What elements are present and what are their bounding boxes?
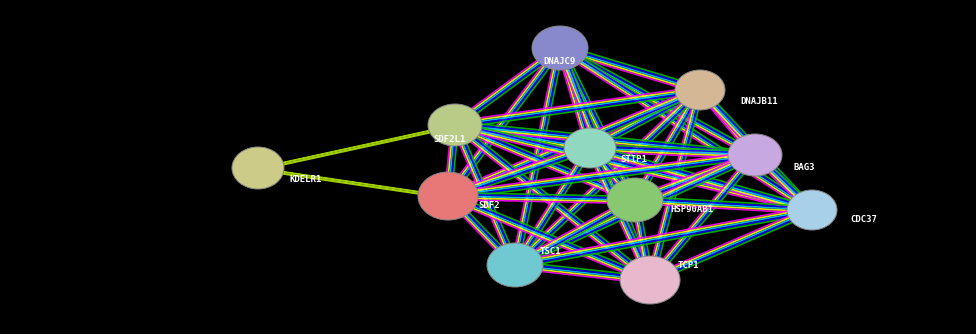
Ellipse shape xyxy=(607,178,663,222)
Ellipse shape xyxy=(428,104,482,146)
Text: DNAJB11: DNAJB11 xyxy=(740,98,778,107)
Text: SDF2L1: SDF2L1 xyxy=(434,135,467,144)
Ellipse shape xyxy=(620,256,680,304)
Ellipse shape xyxy=(728,134,782,176)
Ellipse shape xyxy=(532,26,588,70)
Text: KDELR1: KDELR1 xyxy=(290,175,322,184)
Text: CDC37: CDC37 xyxy=(850,215,876,224)
Ellipse shape xyxy=(564,128,616,168)
Text: DNAJC9: DNAJC9 xyxy=(544,57,576,66)
Ellipse shape xyxy=(675,70,725,110)
Text: TCP1: TCP1 xyxy=(678,262,700,271)
Ellipse shape xyxy=(418,172,478,220)
Ellipse shape xyxy=(487,243,543,287)
Text: STIP1: STIP1 xyxy=(620,156,647,165)
Text: HSP90AB1: HSP90AB1 xyxy=(670,205,713,214)
Ellipse shape xyxy=(232,147,284,189)
Ellipse shape xyxy=(787,190,837,230)
Text: TSC1: TSC1 xyxy=(540,246,561,256)
Text: BAG3: BAG3 xyxy=(793,163,815,171)
Text: SDF2: SDF2 xyxy=(478,201,500,210)
